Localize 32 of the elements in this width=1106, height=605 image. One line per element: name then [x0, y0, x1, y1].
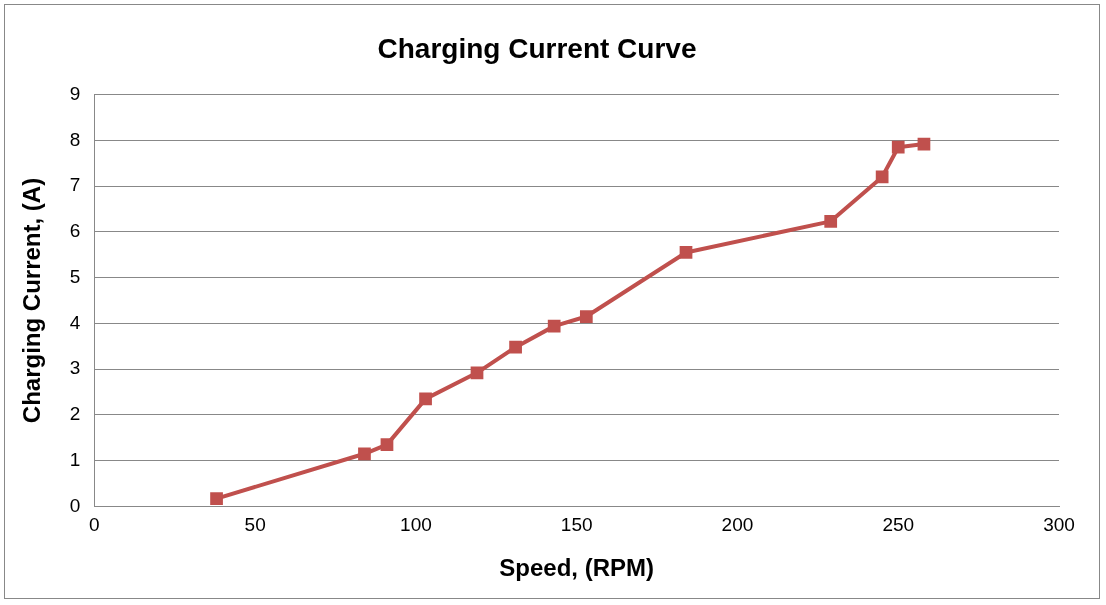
x-tick-label: 150 [560, 514, 593, 536]
x-axis-title: Speed, (RPM) [499, 554, 655, 582]
y-tick-label: 8 [69, 128, 81, 150]
y-tick-label: 3 [69, 357, 81, 379]
y-tick-label: 9 [69, 82, 81, 104]
y-tick-label: 0 [69, 494, 81, 516]
point [419, 392, 432, 406]
x-tick-label: 100 [400, 514, 432, 536]
point [509, 340, 522, 354]
x-tick-label: 250 [882, 514, 915, 536]
y-tick-label: 2 [69, 403, 81, 425]
y-tick-label: 6 [69, 220, 81, 242]
y-tick-label: 7 [69, 174, 81, 196]
point [824, 214, 838, 228]
point [875, 170, 889, 184]
point [891, 140, 905, 154]
point [380, 438, 394, 451]
y-tick-label: 4 [69, 311, 81, 333]
point [579, 310, 593, 323]
point [210, 492, 223, 505]
x-tick-label: 0 [89, 514, 100, 536]
x-tick-label: 300 [1043, 514, 1075, 536]
point [470, 366, 484, 380]
y-tick-label: 5 [69, 265, 81, 287]
point [679, 246, 693, 259]
point [358, 447, 371, 461]
y-axis-title: Charging Current, (A) [18, 177, 46, 424]
x-tick-label: 50 [244, 514, 266, 536]
point [547, 319, 561, 333]
x-tick-label: 200 [721, 514, 754, 536]
y-tick-label: 1 [69, 448, 81, 470]
chart-title: Charging Current Curve [377, 32, 697, 64]
